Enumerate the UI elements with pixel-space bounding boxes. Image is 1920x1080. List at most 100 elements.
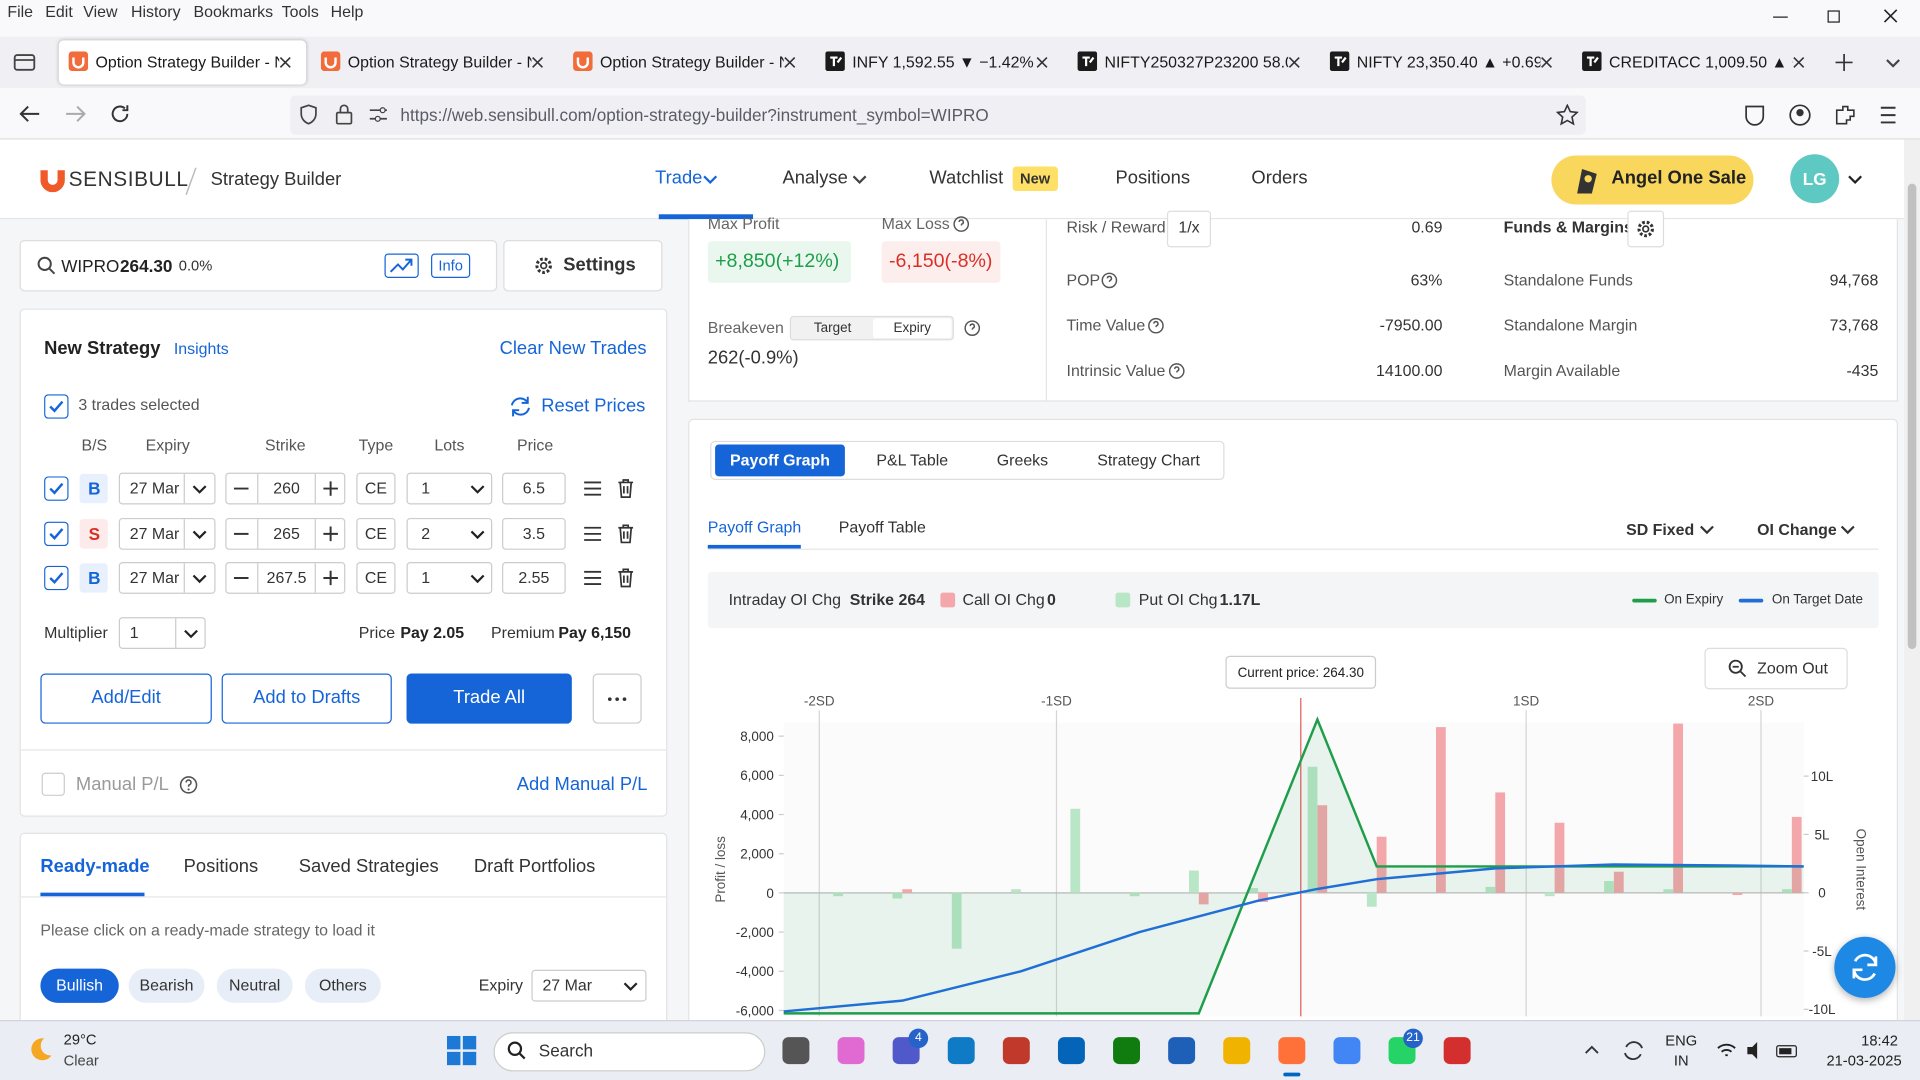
minus-button[interactable] (233, 487, 249, 490)
chart-tab[interactable]: Greeks (996, 450, 1049, 469)
plus-button[interactable] (323, 481, 338, 496)
taskbar-app[interactable] (1222, 1036, 1251, 1065)
tray-sync[interactable] (1621, 1038, 1645, 1062)
taskbar-app[interactable] (836, 1036, 865, 1065)
taskbar-app[interactable] (1057, 1036, 1086, 1065)
breakeven-mode[interactable]: Expiry (893, 320, 931, 336)
close-icon[interactable] (279, 56, 291, 68)
chart-tab[interactable]: Strategy Chart (1097, 450, 1200, 469)
reset-icon[interactable] (509, 396, 531, 418)
chart-tab[interactable]: Payoff Graph (730, 450, 830, 469)
action-button[interactable] (40, 673, 212, 724)
checkbox[interactable] (44, 521, 69, 547)
close-icon[interactable] (1540, 56, 1552, 68)
chevron-icon[interactable] (470, 574, 485, 584)
checkbox[interactable] (44, 565, 69, 591)
library-tab[interactable]: Draft Portfolios (473, 855, 596, 877)
chart-subtab[interactable]: Payoff Table (838, 517, 926, 537)
funds-settings[interactable] (1627, 210, 1665, 248)
action-button[interactable] (406, 673, 572, 724)
chevron-icon[interactable] (1840, 525, 1855, 535)
dropdown[interactable]: SD Fixed (1626, 520, 1695, 539)
close-icon[interactable] (531, 56, 544, 68)
side-badge[interactable] (79, 563, 108, 593)
window-controls[interactable] (1763, 4, 1910, 28)
checkbox[interactable] (44, 394, 69, 419)
menu-item[interactable]: View (83, 2, 118, 21)
input-field[interactable] (356, 562, 396, 594)
taskbar-app[interactable] (781, 1036, 810, 1065)
chart-subtab[interactable]: Payoff Graph (707, 517, 802, 537)
menu-item[interactable]: Edit (45, 2, 73, 21)
settings-button[interactable] (503, 240, 663, 292)
zoom-button[interactable] (1704, 647, 1848, 690)
add-manual-pl[interactable]: Add Manual P/L (516, 773, 648, 795)
taskbar-app[interactable] (1002, 1036, 1031, 1065)
search-box[interactable] (19, 240, 498, 292)
chevron-icon[interactable] (192, 530, 207, 540)
chevron-icon[interactable] (852, 175, 867, 185)
tab-title[interactable]: INFY 1,592.55 ▼ −1.42% Ur (852, 52, 1036, 72)
close-icon[interactable] (1288, 56, 1300, 68)
input-field[interactable] (502, 472, 566, 505)
clear-trades[interactable]: Clear New Trades (499, 337, 647, 359)
new-tab-icon[interactable] (1835, 53, 1853, 72)
input-field[interactable] (406, 472, 493, 505)
tab-title[interactable]: NIFTY 23,350.40 ▲ +0.69% (1356, 52, 1541, 72)
menu-icon[interactable] (584, 526, 602, 542)
refresh-fab[interactable] (1834, 936, 1896, 998)
taskbar-app[interactable] (1167, 1036, 1196, 1065)
input-field[interactable] (406, 562, 493, 594)
side-badge[interactable] (79, 519, 108, 549)
input-field[interactable] (406, 517, 493, 550)
input-field[interactable] (502, 517, 566, 550)
chevron-icon[interactable] (184, 629, 199, 639)
checkbox[interactable] (44, 476, 69, 501)
filter-chip[interactable] (128, 968, 205, 1003)
manual-checkbox[interactable] (41, 772, 65, 796)
tray-chevron[interactable] (1584, 1044, 1599, 1054)
library-tab[interactable]: Ready-made (40, 855, 150, 877)
url-box[interactable] (290, 95, 1586, 135)
input-field[interactable] (118, 617, 206, 649)
library-tab[interactable]: Saved Strategies (298, 855, 439, 877)
rr-toggle[interactable] (1166, 210, 1212, 248)
tab-list-icon[interactable] (13, 51, 36, 71)
start-icon[interactable] (446, 1035, 477, 1066)
side-badge[interactable] (79, 473, 108, 504)
tab-title[interactable]: CREDITACC 1,009.50 ▲ +3.5 (1608, 52, 1793, 72)
delete-icon[interactable] (617, 479, 634, 499)
chevron-icon[interactable] (1700, 525, 1715, 535)
tab-title[interactable]: Option Strategy Builder - N (600, 52, 784, 72)
chevron-icon[interactable] (1886, 59, 1901, 69)
taskbar-app[interactable] (1332, 1036, 1361, 1065)
action-button[interactable] (221, 673, 392, 724)
back-icon[interactable] (18, 104, 40, 124)
input-field[interactable] (502, 562, 566, 594)
menu-item[interactable]: History (131, 2, 181, 21)
tab-title[interactable]: Option Strategy Builder - N (347, 52, 532, 72)
filter-chip[interactable] (40, 968, 119, 1003)
chevron-icon[interactable] (192, 485, 207, 495)
chevron-icon[interactable] (703, 175, 718, 185)
nav-item[interactable]: Trade (655, 167, 703, 189)
delete-icon[interactable] (617, 524, 634, 544)
tab-title[interactable]: Option Strategy Builder - N (95, 52, 280, 72)
chevron-icon[interactable] (470, 485, 485, 495)
input-field[interactable] (356, 472, 396, 505)
menu-item[interactable]: Bookmarks (193, 2, 274, 21)
insights-link[interactable]: Insights (173, 339, 229, 358)
nav-item[interactable]: Analyse (782, 167, 848, 189)
menu-item[interactable]: File (7, 2, 34, 21)
library-tab[interactable]: Positions (183, 855, 259, 877)
reset-prices[interactable]: Reset Prices (541, 395, 646, 417)
reload-icon[interactable] (109, 103, 131, 125)
taskbar-app[interactable] (1277, 1036, 1306, 1065)
chevron-icon[interactable] (470, 530, 485, 540)
nav-item[interactable]: Watchlist (929, 167, 1004, 189)
filter-chip[interactable] (304, 968, 381, 1003)
tray-icons[interactable] (1716, 1041, 1802, 1061)
taskbar-app[interactable] (947, 1036, 976, 1065)
close-icon[interactable] (1793, 56, 1805, 68)
input-field[interactable] (118, 517, 216, 550)
